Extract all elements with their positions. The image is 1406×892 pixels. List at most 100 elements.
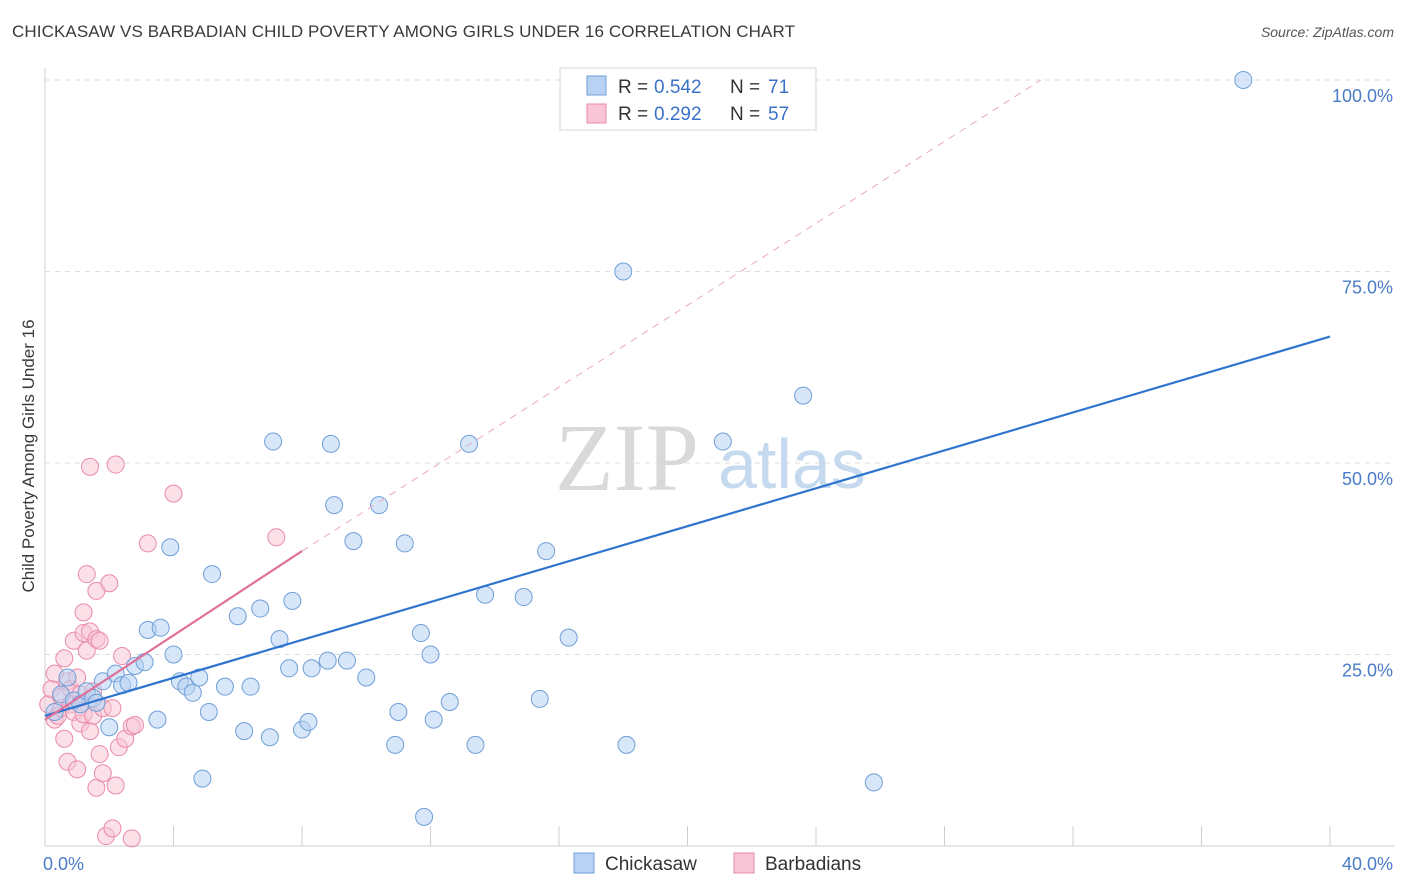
point-chickasaw-9 (100, 718, 119, 737)
point-barbadians-40 (106, 776, 125, 795)
y-tick-label-1: 50.0% (1342, 469, 1393, 489)
point-chickasaw-56 (466, 735, 485, 754)
bottom-legend-label-barbadians: Barbadians (765, 854, 861, 875)
point-chickasaw-23 (190, 668, 209, 687)
point-chickasaw-19 (164, 645, 183, 664)
legend-r-value-chickasaw: 0.542 (654, 77, 702, 98)
point-chickasaw-28 (228, 607, 247, 626)
point-chickasaw-67 (1234, 71, 1253, 89)
legend-box: R = 0.542 N = 71 R = 0.292 N = 57 (559, 67, 817, 131)
point-barbadians-50 (267, 528, 286, 547)
point-chickasaw-46 (370, 496, 389, 515)
point-barbadians-19 (74, 603, 93, 622)
point-chickasaw-58 (514, 588, 533, 607)
watermark-zip: ZIP (555, 404, 699, 511)
watermark-atlas: atlas (718, 425, 866, 503)
point-chickasaw-35 (280, 659, 299, 678)
point-barbadians-37 (103, 819, 122, 838)
x-tick-label-1: 40.0% (1342, 854, 1393, 874)
point-chickasaw-66 (864, 773, 883, 792)
legend-swatch-barbadians (586, 103, 607, 124)
point-chickasaw-16 (148, 710, 167, 729)
point-chickasaw-65 (794, 386, 813, 405)
grid-lines (45, 79, 1395, 655)
point-chickasaw-36 (283, 591, 302, 610)
point-barbadians-47 (138, 534, 157, 553)
point-barbadians-7 (55, 649, 74, 668)
point-barbadians-46 (125, 715, 144, 734)
legend-swatch-chickasaw (586, 75, 607, 96)
point-barbadians-38 (103, 699, 122, 718)
point-chickasaw-61 (559, 628, 578, 647)
series-barbadians (39, 455, 286, 848)
point-chickasaw-33 (264, 432, 283, 451)
trend-line-chickasaw (44, 335, 1331, 717)
point-chickasaw-14 (135, 653, 154, 672)
bottom-legend-swatch-barbadians (733, 852, 755, 874)
tick-labels: 25.0% 50.0% 75.0% 100.0% 0.0% 40.0% (43, 86, 1393, 874)
trend-line-barbadians-extension (301, 79, 1042, 552)
point-chickasaw-22 (183, 683, 202, 702)
point-chickasaw-52 (421, 645, 440, 664)
point-barbadians-15 (68, 760, 87, 779)
point-chickasaw-53 (424, 710, 443, 729)
point-chickasaw-64 (713, 432, 732, 451)
bottom-legend-swatch-chickasaw (573, 852, 595, 874)
point-chickasaw-26 (203, 565, 222, 584)
point-barbadians-8 (55, 729, 74, 748)
point-chickasaw-54 (440, 692, 459, 711)
watermark: ZIP atlas (555, 404, 866, 511)
point-chickasaw-25 (199, 702, 218, 721)
point-barbadians-44 (122, 829, 141, 848)
point-chickasaw-48 (389, 702, 408, 721)
trend-lines (44, 79, 1331, 721)
chart-title: CHICKASAW VS BARBADIAN CHILD POVERTY AMO… (12, 22, 796, 41)
point-chickasaw-18 (161, 538, 180, 557)
legend-r-value-barbadians: 0.292 (654, 104, 702, 125)
point-chickasaw-31 (251, 599, 270, 618)
y-tick-label-0: 25.0% (1342, 661, 1393, 681)
point-chickasaw-47 (386, 735, 405, 754)
point-chickasaw-60 (537, 542, 556, 561)
point-chickasaw-55 (460, 434, 479, 453)
bottom-legend-label-chickasaw: Chickasaw (605, 854, 697, 875)
point-barbadians-48 (80, 457, 99, 476)
point-barbadians-36 (100, 574, 119, 593)
trend-line-barbadians (44, 550, 303, 721)
legend-r-label-barbadians: R = (618, 104, 648, 125)
legend-n-value-barbadians: 57 (768, 104, 789, 125)
point-chickasaw-63 (617, 735, 636, 754)
legend-r-label-chickasaw: R = (618, 77, 648, 98)
point-barbadians-39 (106, 455, 125, 474)
axes (44, 68, 1395, 847)
point-chickasaw-17 (151, 618, 170, 637)
point-chickasaw-51 (415, 807, 434, 826)
point-chickasaw-42 (325, 496, 344, 515)
point-chickasaw-41 (321, 434, 340, 453)
point-barbadians-32 (90, 745, 109, 764)
y-axis-label: Child Poverty Among Girls Under 16 (19, 319, 38, 592)
point-barbadians-25 (80, 722, 99, 741)
point-chickasaw-40 (318, 651, 337, 670)
point-chickasaw-27 (215, 677, 234, 696)
point-chickasaw-44 (344, 532, 363, 551)
point-chickasaw-49 (395, 534, 414, 553)
point-barbadians-31 (90, 631, 109, 650)
point-barbadians-42 (113, 647, 132, 666)
bottom-legend: Chickasaw Barbadians (573, 852, 861, 875)
point-chickasaw-62 (614, 262, 633, 281)
point-chickasaw-38 (299, 712, 318, 731)
legend-n-label-chickasaw: N = (730, 77, 760, 98)
series-chickasaw (45, 71, 1253, 826)
point-barbadians-23 (77, 641, 96, 660)
point-barbadians-33 (93, 764, 112, 783)
source-credit: Source: ZipAtlas.com (1260, 24, 1394, 40)
x-tick-label-0: 0.0% (43, 854, 84, 874)
point-chickasaw-24 (193, 769, 212, 788)
point-chickasaw-2 (58, 668, 77, 687)
legend-n-label-barbadians: N = (730, 104, 760, 125)
point-chickasaw-59 (530, 689, 549, 708)
point-chickasaw-50 (411, 624, 430, 643)
point-chickasaw-32 (260, 728, 279, 747)
